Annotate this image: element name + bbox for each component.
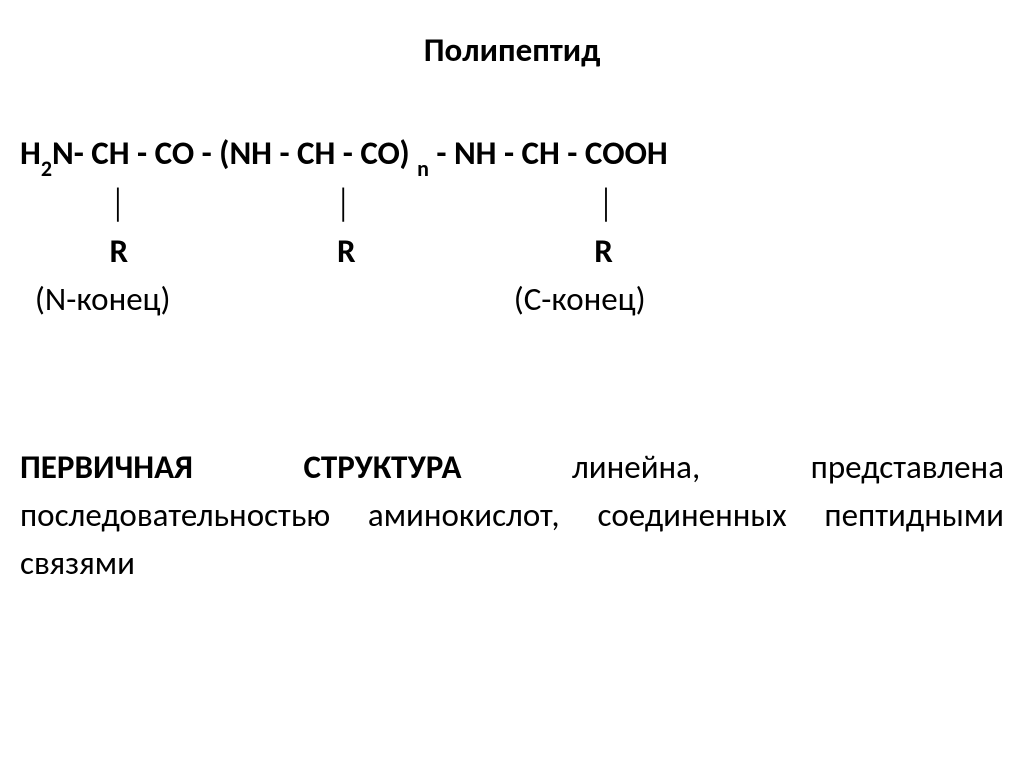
description-text: ПЕРВИЧНАЯ СТРУКТУРА линейна, представлен… <box>20 444 1004 588</box>
slide-title: Полипептид <box>20 30 1004 70</box>
formula-subscript-2: 2 <box>41 155 52 182</box>
formula-line1-mid: N- CH - CO - (NH - CH - CO) <box>52 133 417 173</box>
formula-line1-prefix: H <box>20 133 41 173</box>
formula-line1-suffix: - NH - CH - СООН <box>429 133 668 173</box>
formula-r-groups: R R R <box>20 231 613 271</box>
description-bold: ПЕРВИЧНАЯ СТРУКТУРА <box>20 447 462 487</box>
formula-subscript-n: n <box>417 155 429 182</box>
formula-bonds-line: │ │ │ <box>20 183 614 223</box>
formula-terminals: (N-конец) (С-конец) <box>20 279 646 319</box>
chemical-formula: H2N- CH - CO - (NH - CH - CO) n - NH - C… <box>20 130 1004 324</box>
